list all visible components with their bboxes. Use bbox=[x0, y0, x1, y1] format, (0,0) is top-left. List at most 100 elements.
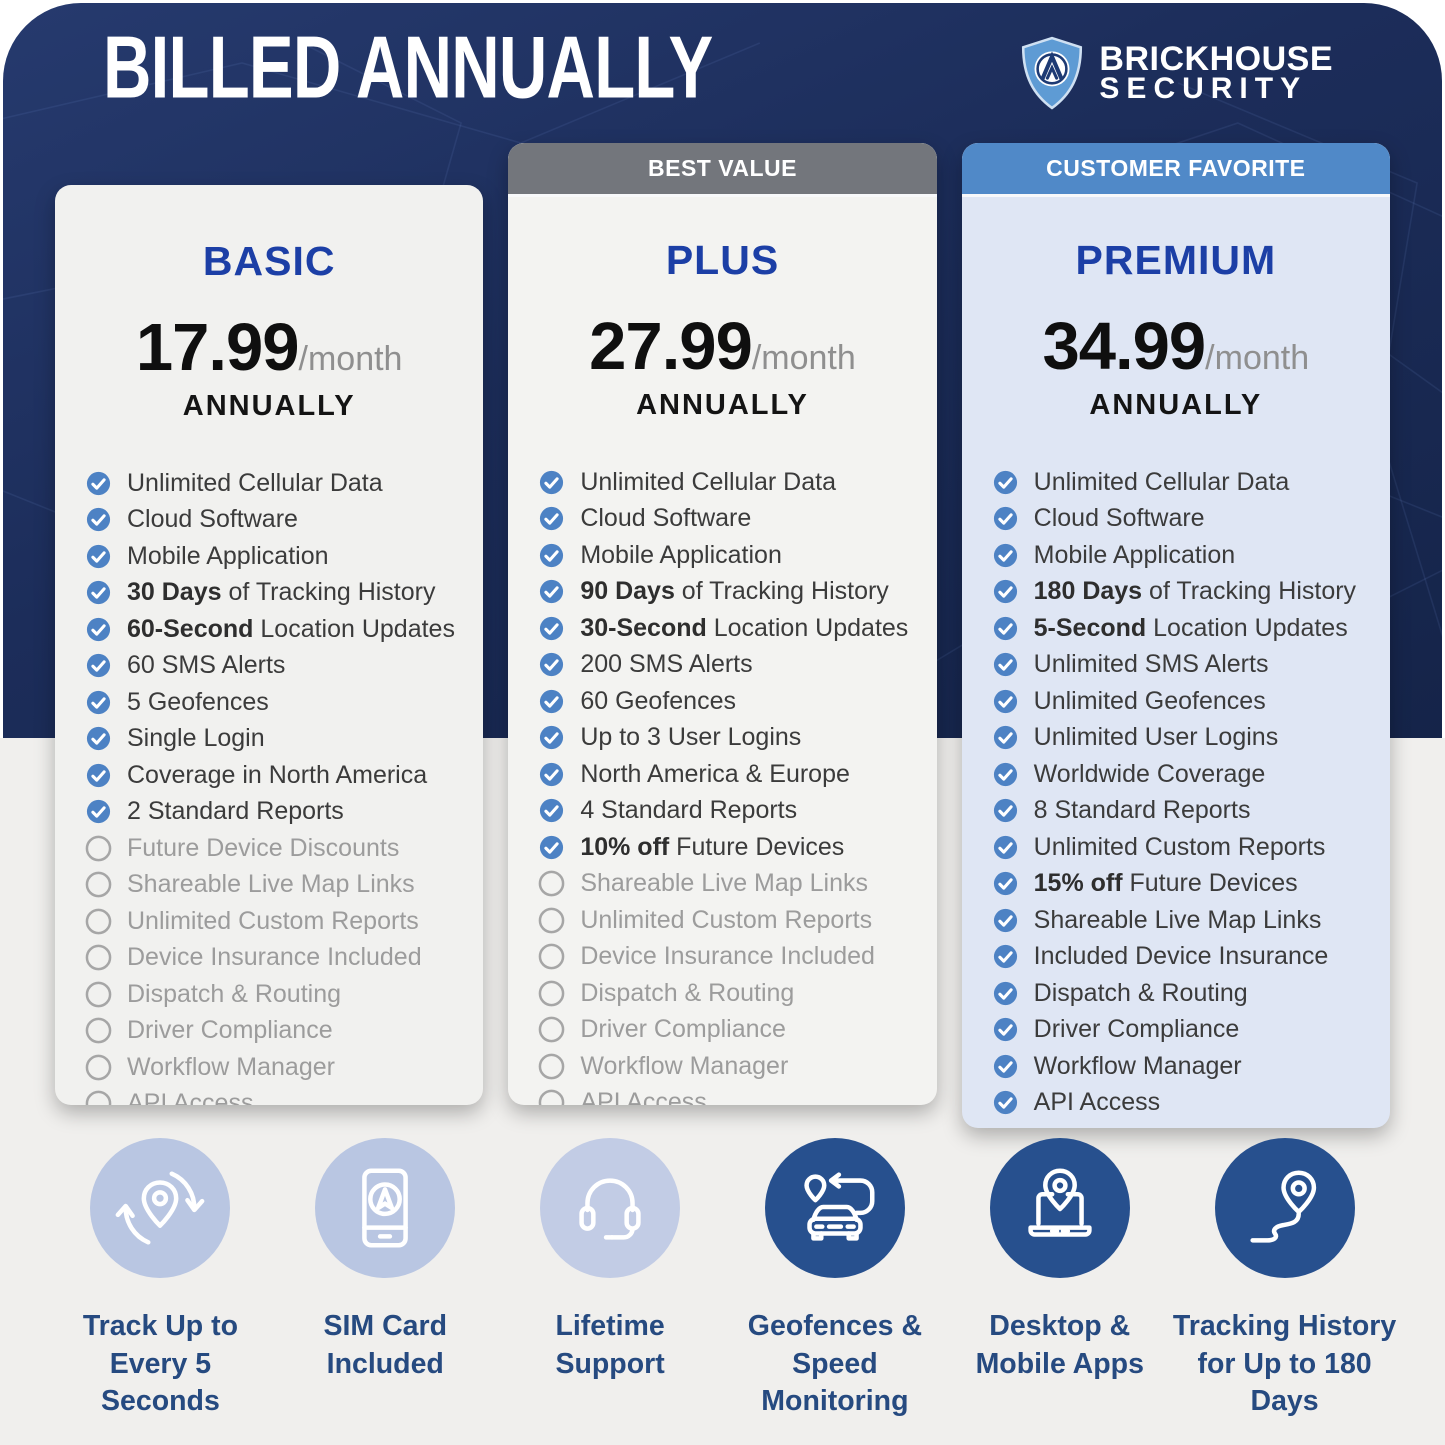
plan-price: 17.99 /month bbox=[55, 309, 483, 386]
feature-label: 15% off Future Devices bbox=[1033, 869, 1298, 898]
plan-name: PLUS bbox=[665, 237, 780, 283]
feature-label: Dispatch & Routing bbox=[127, 979, 342, 1008]
brand-logo: BRICKHOUSE SECURITY bbox=[1019, 36, 1333, 110]
pin-route-icon bbox=[1236, 1159, 1334, 1257]
feature-label: 60 Geofences bbox=[580, 686, 736, 715]
feature-row: Unlimited Cellular Data bbox=[992, 464, 1382, 501]
plan-price: 34.99 /month bbox=[962, 308, 1390, 385]
page-title: BILLED ANNUALLY bbox=[103, 19, 713, 117]
feature-row: Included Device Insurance bbox=[992, 939, 1382, 976]
check-icon bbox=[540, 580, 564, 604]
plan-body: PLUS 27.99 /month ANNUALLY Unlimited Cel… bbox=[508, 197, 936, 1105]
feature-row: Worldwide Coverage bbox=[992, 756, 1382, 793]
feature-row: 60 Geofences bbox=[538, 683, 928, 720]
pin-refresh-icon bbox=[111, 1159, 209, 1257]
check-icon bbox=[993, 726, 1017, 750]
feature-label: Cloud Software bbox=[127, 505, 298, 534]
circle-outline-icon bbox=[85, 1090, 112, 1105]
check-icon bbox=[540, 653, 564, 677]
feature-label: Future Device Discounts bbox=[127, 833, 400, 862]
feature-row: 15% off Future Devices bbox=[992, 866, 1382, 903]
footer-feature: Desktop & Mobile Apps bbox=[947, 1138, 1172, 1421]
feature-row: Shareable Live Map Links bbox=[538, 866, 928, 903]
check-icon bbox=[993, 616, 1017, 640]
feature-label: API Access bbox=[580, 1088, 707, 1105]
plan-body: BASIC 17.99 /month ANNUALLY Unlimited Ce… bbox=[55, 185, 483, 1105]
plan-badge-label: BEST VALUE bbox=[648, 155, 797, 181]
feature-row: Cloud Software bbox=[85, 502, 475, 539]
check-icon bbox=[540, 616, 564, 640]
feature-row: 200 SMS Alerts bbox=[538, 647, 928, 684]
plan-name: PREMIUM bbox=[1075, 237, 1277, 283]
plan-card: CUSTOMER FAVORITE PREMIUM 34.99 /month A… bbox=[961, 143, 1390, 1128]
footer-feature-circle bbox=[764, 1138, 905, 1278]
footer-feature: Tracking History for Up to 180 Days bbox=[1172, 1138, 1397, 1421]
footer-feature-label: Geofences & Speed Monitoring bbox=[747, 1310, 923, 1418]
feature-label: Driver Compliance bbox=[127, 1016, 333, 1045]
check-icon bbox=[993, 1018, 1017, 1042]
feature-row: Cloud Software bbox=[992, 501, 1382, 538]
footer-features: Track Up to Every 5 Seconds SIM Card Inc… bbox=[0, 1138, 1445, 1421]
check-icon bbox=[993, 543, 1017, 567]
plan-body: PREMIUM 34.99 /month ANNUALLY Unlimited … bbox=[962, 197, 1390, 1121]
footer-feature-circle bbox=[1214, 1138, 1355, 1278]
feature-label: Workflow Manager bbox=[127, 1052, 335, 1081]
feature-row: 4 Standard Reports bbox=[538, 793, 928, 830]
feature-label: 5-Second Location Updates bbox=[1033, 613, 1348, 642]
check-icon bbox=[540, 762, 564, 786]
circle-outline-icon bbox=[85, 1017, 112, 1044]
feature-label: Unlimited User Logins bbox=[1033, 723, 1279, 752]
feature-label: 4 Standard Reports bbox=[580, 796, 798, 825]
feature-label: 180 Days of Tracking History bbox=[1033, 577, 1357, 606]
feature-row: Device Insurance Included bbox=[538, 939, 928, 976]
plan-feature-list: Unlimited Cellular Data Cloud Software M… bbox=[508, 464, 936, 1105]
feature-label: Shareable Live Map Links bbox=[127, 870, 415, 899]
check-icon bbox=[993, 762, 1017, 786]
feature-label: Workflow Manager bbox=[1033, 1051, 1242, 1080]
feature-row: API Access bbox=[992, 1085, 1382, 1122]
feature-row: Single Login bbox=[85, 721, 475, 758]
footer-feature-label: Track Up to Every 5 Seconds bbox=[82, 1310, 239, 1418]
feature-label: Worldwide Coverage bbox=[1033, 759, 1266, 788]
feature-label: Mobile Application bbox=[1033, 540, 1236, 569]
feature-label: Unlimited Cellular Data bbox=[580, 467, 836, 496]
feature-label: Device Insurance Included bbox=[580, 942, 875, 971]
circle-outline-icon bbox=[539, 870, 565, 897]
feature-row: 60 SMS Alerts bbox=[85, 648, 475, 685]
feature-label: 10% off Future Devices bbox=[580, 832, 845, 861]
feature-row: Unlimited User Logins bbox=[992, 720, 1382, 757]
feature-row: 5-Second Location Updates bbox=[992, 610, 1382, 647]
feature-row: Unlimited Custom Reports bbox=[992, 829, 1382, 866]
check-icon bbox=[86, 617, 111, 641]
check-icon bbox=[86, 763, 111, 787]
feature-row: Dispatch & Routing bbox=[538, 975, 928, 1012]
footer-feature: Lifetime Support bbox=[498, 1138, 723, 1421]
footer-feature-circle bbox=[90, 1138, 231, 1278]
check-icon bbox=[993, 507, 1017, 531]
plan-cards-container: BASIC 17.99 /month ANNUALLY Unlimited Ce… bbox=[55, 143, 1390, 1128]
feature-row: 30-Second Location Updates bbox=[538, 610, 928, 647]
check-icon bbox=[86, 800, 111, 824]
check-icon bbox=[86, 508, 111, 532]
feature-row: Unlimited Custom Reports bbox=[538, 902, 928, 939]
feature-row: 5 Geofences bbox=[85, 684, 475, 721]
feature-row: Unlimited SMS Alerts bbox=[992, 647, 1382, 684]
plan-price-period: /month bbox=[751, 339, 856, 377]
feature-row: 2 Standard Reports bbox=[85, 794, 475, 831]
feature-label: Shareable Live Map Links bbox=[1033, 905, 1322, 934]
feature-row: Driver Compliance bbox=[992, 1012, 1382, 1049]
plan-price-amount: 34.99 bbox=[1042, 309, 1207, 384]
check-icon bbox=[86, 727, 111, 751]
feature-row: Mobile Application bbox=[85, 538, 475, 575]
feature-row: 90 Days of Tracking History bbox=[538, 574, 928, 611]
feature-label: Driver Compliance bbox=[580, 1015, 786, 1044]
feature-row: North America & Europe bbox=[538, 756, 928, 793]
feature-row: 30 Days of Tracking History bbox=[85, 575, 475, 612]
feature-label: Device Insurance Included bbox=[127, 943, 422, 972]
check-icon bbox=[993, 1091, 1017, 1115]
feature-label: Shareable Live Map Links bbox=[580, 869, 868, 898]
feature-row: Workflow Manager bbox=[992, 1048, 1382, 1085]
feature-label: Coverage in North America bbox=[127, 760, 428, 789]
check-icon bbox=[993, 835, 1017, 859]
footer-feature-circle bbox=[315, 1138, 456, 1278]
